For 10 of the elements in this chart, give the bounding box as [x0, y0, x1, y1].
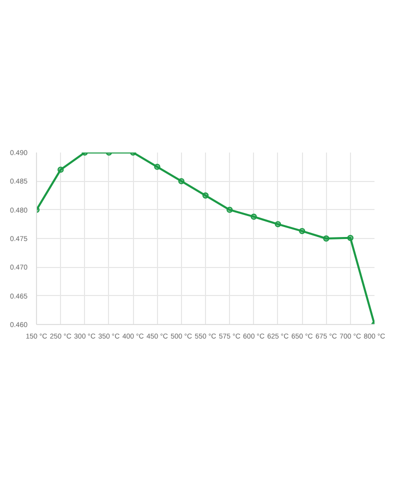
point: [226, 206, 233, 213]
point: [347, 234, 354, 242]
point: [250, 214, 257, 220]
point: [298, 228, 306, 234]
point: [58, 166, 64, 173]
point: [274, 221, 282, 228]
point: [202, 192, 209, 199]
point: [178, 178, 184, 184]
point: [323, 235, 330, 242]
point: [154, 164, 160, 170]
